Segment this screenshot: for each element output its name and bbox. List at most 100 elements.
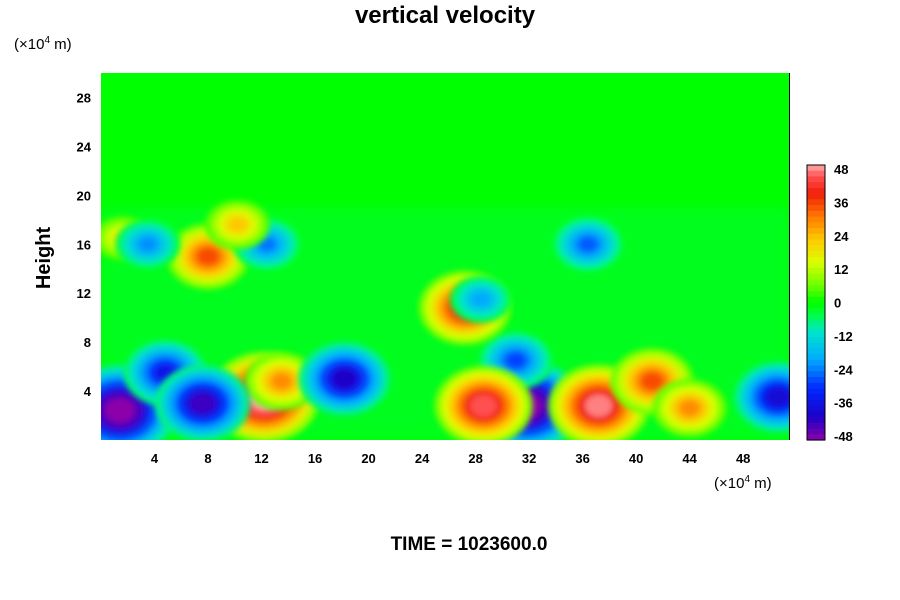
- contour-level: [765, 387, 790, 407]
- colorbar-swatch: [807, 176, 825, 183]
- colorbar-swatch: [807, 354, 825, 361]
- y-tick-label: 12: [77, 286, 91, 301]
- colorbar-swatch: [807, 165, 825, 172]
- velocity-feature: [548, 364, 650, 440]
- colorbar-swatch: [807, 359, 825, 367]
- colorbar-swatch: [807, 411, 825, 418]
- colorbar-swatch: [807, 256, 825, 263]
- y-tick-label: 28: [77, 90, 91, 105]
- velocity-feature: [478, 331, 553, 390]
- colorbar-swatch: [807, 170, 825, 178]
- colorbar-tick-label: 12: [834, 262, 848, 277]
- velocity-feature: [115, 218, 181, 270]
- colorbar-swatch: [807, 382, 825, 390]
- x-tick-label: 4: [151, 451, 159, 466]
- colorbar: [806, 164, 826, 441]
- colorbar-tick-label: -36: [834, 396, 853, 411]
- colorbar-swatch: [807, 187, 825, 195]
- y-tick-label: 16: [77, 237, 91, 252]
- x-tick-label: 20: [361, 451, 375, 466]
- velocity-feature: [552, 216, 624, 273]
- colorbar-tick-label: 36: [834, 195, 848, 210]
- x-axis-ticks: 4 8 12 16 20 24 28 32 36 40 44 48: [151, 451, 751, 466]
- colorbar-swatch: [807, 302, 825, 309]
- x-tick-label: 24: [415, 451, 430, 466]
- velocity-feature: [204, 199, 271, 250]
- y-axis-unit-label: (×104 m): [14, 35, 72, 53]
- colorbar-swatch: [807, 313, 825, 321]
- colorbar-swatch: [807, 228, 825, 235]
- colorbar-tick-label: -48: [834, 429, 853, 444]
- contour-level: [472, 292, 490, 306]
- x-tick-label: 28: [468, 451, 482, 466]
- x-tick-label: 8: [204, 451, 211, 466]
- colorbar-swatch: [807, 365, 825, 372]
- velocity-feature: [434, 365, 533, 440]
- colorbar-swatch: [807, 405, 825, 412]
- colorbar-swatch: [807, 233, 825, 241]
- colorbar-swatch: [807, 434, 825, 441]
- colorbar-swatch: [807, 210, 825, 218]
- x-tick-label: 36: [575, 451, 589, 466]
- y-axis-label: Height: [33, 227, 55, 290]
- y-tick-label: 20: [77, 188, 91, 203]
- colorbar-swatch: [807, 245, 825, 252]
- colorbar-swatch: [807, 331, 825, 338]
- colorbar-tick-label: 0: [834, 296, 841, 311]
- y-tick-label: 4: [84, 384, 92, 399]
- colorbar-tick-label: 48: [834, 162, 848, 177]
- colorbar-tick-label: -24: [834, 362, 854, 377]
- x-axis-unit-label: (×104 m): [714, 474, 772, 492]
- y-tick-label: 24: [77, 139, 92, 154]
- velocity-feature: [155, 364, 251, 440]
- colorbar-swatch: [807, 342, 825, 349]
- contour-level: [505, 352, 526, 369]
- time-label: TIME = 1023600.0: [391, 534, 548, 555]
- colorbar-swatch: [807, 239, 825, 246]
- colorbar-swatch: [807, 182, 825, 189]
- colorbar-swatch: [807, 199, 825, 206]
- colorbar-ticks: 48 36 24 12 0 -12 -24 -36 -48: [834, 162, 854, 444]
- colorbar-swatch: [807, 250, 825, 258]
- x-tick-label: 40: [629, 451, 643, 466]
- contour-level: [138, 237, 157, 252]
- colorbar-swatch: [807, 216, 825, 223]
- colorbar-swatch: [807, 428, 825, 435]
- x-tick-label: 12: [254, 451, 268, 466]
- contour-level: [228, 217, 247, 232]
- velocity-feature: [449, 275, 513, 324]
- contour-level: [640, 372, 664, 391]
- colorbar-swatch: [807, 336, 825, 344]
- y-tick-label: 8: [84, 335, 91, 350]
- colorbar-swatch: [807, 296, 825, 304]
- colorbar-swatch: [807, 268, 825, 275]
- colorbar-border: [806, 164, 826, 441]
- colorbar-swatch: [807, 193, 825, 200]
- colorbar-swatch: [807, 279, 825, 286]
- colorbar-tick-label: 24: [834, 229, 849, 244]
- colorbar-swatch: [807, 417, 825, 424]
- velocity-feature: [244, 351, 319, 411]
- colorbar-swatch: [807, 291, 825, 298]
- colorbar-swatch: [807, 319, 825, 327]
- colorbar-swatch: [807, 388, 825, 395]
- x-tick-label: 32: [522, 451, 536, 466]
- x-tick-label: 16: [308, 451, 322, 466]
- velocity-feature: [298, 341, 391, 417]
- x-tick-label: 44: [682, 451, 697, 466]
- velocity-feature: [733, 361, 790, 434]
- velocity-feature: [652, 378, 727, 438]
- contour-level: [578, 236, 598, 252]
- contour-level: [189, 392, 216, 414]
- colorbar-swatch: [807, 371, 825, 378]
- heatmap-plot-area: [101, 73, 790, 440]
- plot-right-edge: [789, 73, 790, 440]
- y-axis-ticks: 4 8 12 16 20 24 28: [77, 90, 92, 399]
- contour-level: [584, 394, 613, 418]
- colorbar-swatch: [807, 273, 825, 281]
- colorbar-swatch: [807, 308, 825, 315]
- colorbar-swatch: [807, 325, 825, 332]
- colorbar-swatch: [807, 348, 825, 355]
- contour-level: [271, 373, 292, 390]
